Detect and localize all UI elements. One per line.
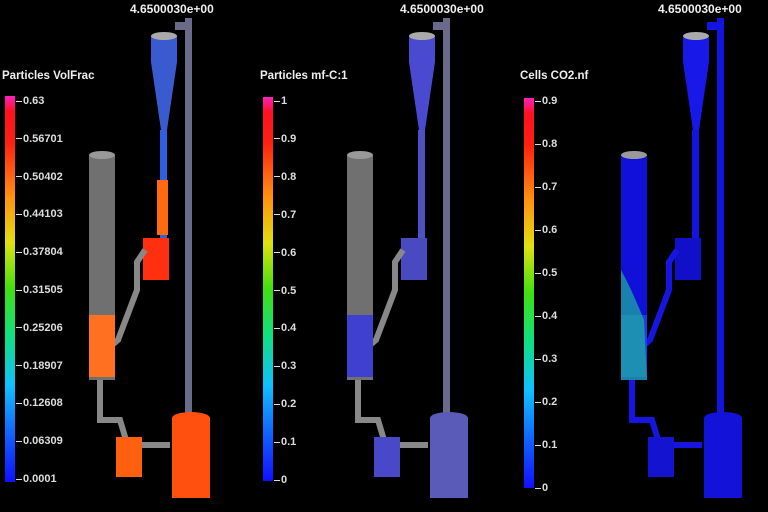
- riser-top-connector: [707, 22, 719, 30]
- colorbar-tick-label: 0.1: [535, 439, 557, 451]
- colorbar-mfc: [263, 97, 273, 481]
- reactor-panel-2: [347, 18, 468, 498]
- colorbar-tick-label: 0: [274, 474, 287, 486]
- colorbar-tick-label: 0.8: [535, 138, 557, 150]
- cyclone-body: [151, 36, 177, 62]
- colorbar-tick-label: 0.6: [274, 247, 296, 259]
- cyclone-cone: [409, 62, 435, 130]
- cyclone-top: [151, 32, 177, 40]
- colorbar-tick-label: 0.7: [535, 181, 557, 193]
- colorbar-tick-label: 0.37804: [16, 246, 63, 258]
- bottom-vessel-top: [430, 412, 468, 424]
- cyclone-cone: [151, 62, 177, 130]
- bottom-vessel-top: [704, 412, 742, 424]
- riser-top-connector: [433, 22, 445, 30]
- colorbar-tick-label: 0.06309: [16, 435, 63, 447]
- cyclone-top: [683, 32, 709, 40]
- reactor-column-top: [347, 151, 373, 159]
- cyclone-top: [409, 32, 435, 40]
- riser-pipe: [185, 18, 192, 423]
- riser-top-connector: [175, 22, 187, 30]
- colorbar-co2: [524, 98, 534, 488]
- downcomer-solids: [157, 180, 168, 235]
- reactor-column-top: [89, 151, 115, 159]
- colorbar-tick-label: 0.3: [274, 360, 296, 372]
- time-label-3: 4.6500030e+00: [658, 2, 742, 16]
- colorbar-tick-label: 0.9: [274, 133, 296, 145]
- colorbar-tick-label: 0.6: [535, 224, 557, 236]
- reactor-panel-3: [621, 18, 742, 498]
- colorbar-tick-label: 0.0001: [16, 473, 57, 485]
- colorbar-tick-label: 0.63: [16, 95, 44, 107]
- bottom-loop-pipe: [355, 380, 428, 448]
- colorbar-tick-label: 0.4: [274, 322, 296, 334]
- colorbar-volfrac: [5, 96, 15, 482]
- return-leg: [368, 248, 406, 348]
- colorbar-tick-label: 0.31505: [16, 284, 63, 296]
- colorbar-tick-label: 0.5: [535, 267, 557, 279]
- time-label-2: 4.6500030e+00: [400, 2, 484, 16]
- bottom-vessel-top: [172, 412, 210, 424]
- cyclone-body: [683, 36, 709, 62]
- colorbar-tick-label: 0.3: [535, 353, 557, 365]
- co2-plume: [621, 270, 647, 380]
- colorbar-tick-label: 0.18907: [16, 360, 63, 372]
- colorbar-title-co2: Cells CO2.nf: [520, 70, 589, 82]
- colorbar-tick-label: 0.50402: [16, 171, 63, 183]
- colorbar-tick-label: 0: [535, 482, 548, 494]
- cyclone-body: [409, 36, 435, 62]
- colorbar-tick-label: 0.2: [535, 396, 557, 408]
- bottom-loop-pipe: [629, 380, 702, 448]
- cyclone-cone: [683, 62, 709, 130]
- bottom-vessel: [704, 418, 742, 498]
- lower-seal-box: [648, 437, 674, 477]
- colorbar-tick-label: 0.9: [535, 95, 557, 107]
- colorbar-tick-label: 0.25206: [16, 322, 63, 334]
- downcomer: [692, 130, 699, 240]
- return-leg: [110, 248, 148, 348]
- riser-pipe: [717, 18, 724, 423]
- riser-pipe: [443, 18, 450, 423]
- reactor-column-top: [621, 151, 647, 159]
- colorbar-title-volfrac: Particles VolFrac: [2, 70, 95, 82]
- colorbar-tick-label: 0.5: [274, 285, 296, 297]
- colorbar-tick-label: 0.2: [274, 398, 296, 410]
- time-label-1: 4.6500030e+00: [130, 2, 214, 16]
- loop-seal: [401, 238, 427, 280]
- colorbar-tick-label: 0.7: [274, 209, 296, 221]
- loop-seal: [143, 238, 169, 280]
- lower-seal-box: [116, 437, 142, 477]
- colorbar-tick-label: 0.1: [274, 436, 296, 448]
- reactor-bed: [89, 315, 115, 377]
- bottom-loop-pipe: [97, 380, 170, 448]
- loop-seal: [675, 238, 701, 280]
- lower-seal-box: [374, 437, 400, 477]
- colorbar-title-mfc: Particles mf-C:1: [260, 70, 348, 82]
- bottom-vessel: [430, 418, 468, 498]
- bottom-vessel: [172, 418, 210, 498]
- colorbar-tick-label: 0.44103: [16, 208, 63, 220]
- reactor-panel-1: [89, 18, 210, 498]
- reactor-bed: [347, 315, 373, 377]
- colorbar-tick-label: 0.12608: [16, 397, 63, 409]
- colorbar-tick-label: 0.8: [274, 171, 296, 183]
- colorbar-tick-label: 0.4: [535, 310, 557, 322]
- downcomer: [418, 130, 425, 240]
- return-leg: [642, 248, 680, 348]
- colorbar-tick-label: 1: [274, 95, 287, 107]
- colorbar-tick-label: 0.56701: [16, 133, 63, 145]
